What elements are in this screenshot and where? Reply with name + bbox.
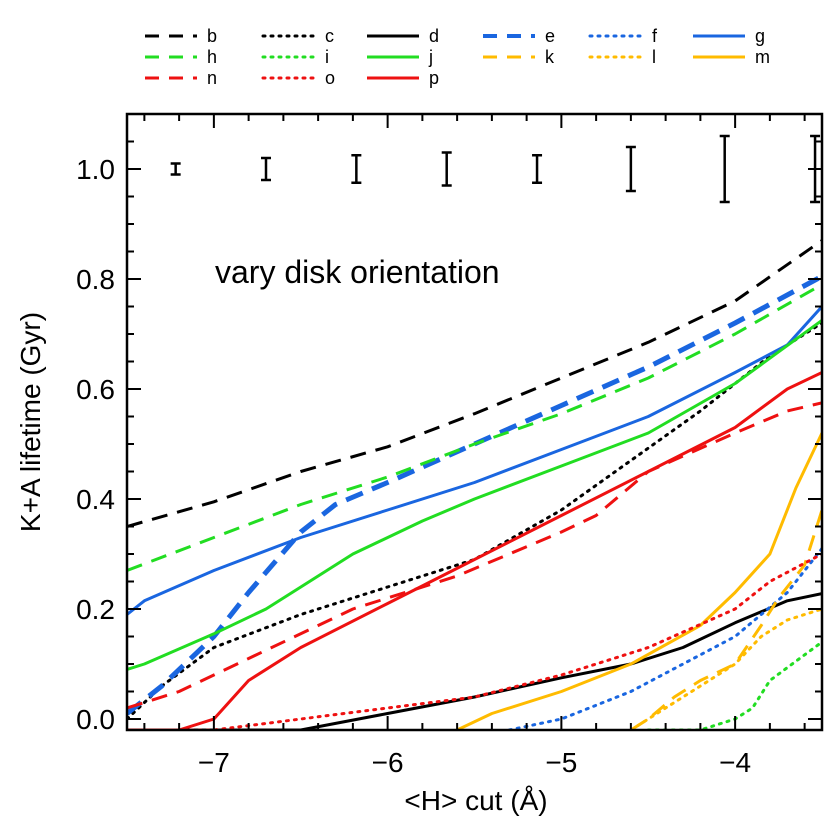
series-line-k <box>630 509 822 730</box>
series-line-n <box>127 401 822 710</box>
series-line-d <box>127 592 822 730</box>
x-tick-label: −4 <box>719 747 751 778</box>
legend-entry-p: p <box>367 68 439 88</box>
error-bar <box>532 154 543 184</box>
legend-entry-f: f <box>588 26 658 46</box>
legend-label: i <box>325 47 329 67</box>
legend-label: n <box>207 68 217 88</box>
x-axis-label: <H> cut (Å) <box>404 785 547 816</box>
legend-label: c <box>325 26 334 46</box>
series-line-i <box>646 640 822 730</box>
x-tick-label: −5 <box>545 747 577 778</box>
series-line-o <box>127 552 822 730</box>
series-line-b <box>127 239 822 528</box>
legend-label: e <box>545 26 555 46</box>
series-line-h <box>127 283 822 572</box>
legend-label: f <box>652 26 658 46</box>
axes: −7 −6 −5 −4 0.0 0.2 0.4 0.6 0.8 1.0 <box>76 112 824 778</box>
error-bar <box>351 154 362 184</box>
x-tick-label: −7 <box>198 747 230 778</box>
series-line-j <box>127 319 822 671</box>
legend-entry-o: o <box>261 68 335 88</box>
error-bar <box>625 145 636 193</box>
series-line-e <box>127 274 822 716</box>
legend-entry-i: i <box>261 47 329 67</box>
legend-label: d <box>429 26 439 46</box>
y-tick-label: 0.6 <box>76 374 115 405</box>
legend-label: h <box>207 47 217 67</box>
legend: bhn cio djp ek fl gm <box>145 26 770 88</box>
legend-entry-d: d <box>367 26 439 46</box>
error-bar <box>719 134 730 204</box>
legend-label: o <box>325 68 335 88</box>
legend-entry-g: g <box>693 26 765 46</box>
y-tick-label: 0.0 <box>76 704 115 735</box>
plot-frame <box>125 112 824 732</box>
y-tick-label: 0.2 <box>76 594 115 625</box>
legend-label: j <box>428 47 433 67</box>
series-line-p <box>127 371 822 730</box>
legend-entry-k: k <box>483 47 555 67</box>
y-axis-label: K+A lifetime (Gyr) <box>15 312 46 532</box>
plot-area <box>127 239 822 730</box>
legend-entry-j: j <box>367 47 433 67</box>
legend-entry-l: l <box>588 47 656 67</box>
legend-entry-c: c <box>261 26 334 46</box>
legend-entry-n: n <box>145 68 217 88</box>
legend-entry-m: m <box>693 47 770 67</box>
series-line-l <box>629 607 822 730</box>
legend-entry-b: b <box>145 26 217 46</box>
legend-label: m <box>755 47 770 67</box>
y-tick-label: 0.8 <box>76 264 115 295</box>
x-tick-label: −6 <box>372 747 404 778</box>
error-bar <box>170 162 181 176</box>
y-tick-label: 0.4 <box>76 484 115 515</box>
series-line-f <box>507 547 822 730</box>
y-tick-label: 1.0 <box>76 154 115 185</box>
legend-entry-e: e <box>483 26 555 46</box>
legend-label: b <box>207 26 217 46</box>
series-line-c <box>127 321 822 721</box>
legend-label: g <box>755 26 765 46</box>
error-bar <box>261 156 271 182</box>
legend-label: l <box>652 47 656 67</box>
error-bars <box>170 134 821 204</box>
legend-entry-h: h <box>145 47 217 67</box>
error-bar <box>441 151 452 187</box>
legend-label: p <box>429 68 439 88</box>
legend-label: k <box>545 47 555 67</box>
series-line-g <box>127 305 822 616</box>
annotation: vary disk orientation <box>215 254 500 290</box>
